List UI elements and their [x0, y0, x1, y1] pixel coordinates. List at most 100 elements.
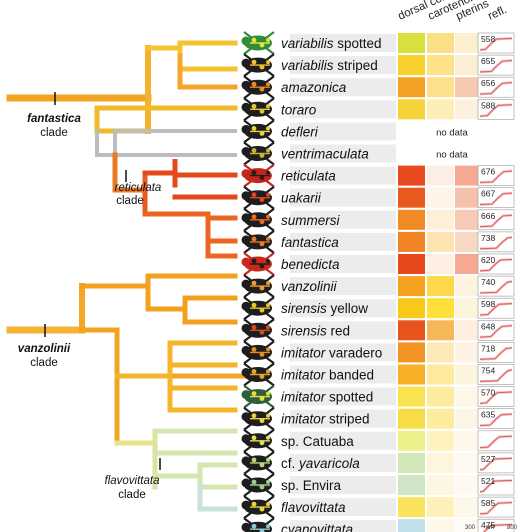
row-background — [290, 78, 396, 97]
taxon-row: imitator striped 635 — [241, 406, 515, 431]
peak-wavelength: 648 — [481, 321, 495, 331]
reflectance-spectrum: 655 — [477, 54, 515, 76]
taxon-label: sp. Catuaba — [281, 434, 354, 449]
reflectance-spectrum: 588 — [477, 99, 515, 120]
taxon-row: flavovittata 585 — [241, 495, 515, 519]
carotenoids-cell — [427, 320, 454, 341]
peak-wavelength: 754 — [481, 366, 495, 376]
peak-wavelength: 598 — [481, 299, 495, 309]
dorsal-color-cell — [398, 254, 425, 274]
clade-suffix-vanzolinii: clade — [30, 357, 58, 369]
taxon-row: imitator banded 754 — [241, 362, 515, 387]
taxon-suffix: varadero — [325, 345, 382, 360]
clade-name-fantastica: fantastica — [27, 113, 81, 125]
taxon-genus-epithet: variabilis — [281, 36, 334, 51]
clade-name-vanzolinii: vanzolinii — [18, 343, 71, 355]
clade-name-flavovittata: flavovittata — [105, 475, 160, 487]
spectrum-axis-max: 800 — [507, 525, 518, 531]
taxon-label: imitator banded — [281, 368, 374, 383]
row-background — [290, 343, 396, 362]
taxon-suffix: red — [327, 323, 350, 338]
pterins-cell — [455, 55, 482, 76]
branch-flavovittata-lines — [152, 428, 238, 490]
pterins-cell — [455, 276, 482, 297]
frog-icon — [241, 384, 275, 409]
dorsal-color-cell — [398, 430, 425, 451]
taxon-row: reticulata 676 — [241, 163, 515, 188]
frog-icon — [241, 252, 275, 276]
pterins-cell — [455, 165, 482, 186]
taxon-label: amazonica — [281, 80, 347, 95]
reflectance-spectrum: 666 — [477, 209, 515, 231]
taxon-genus-epithet: imitator — [281, 345, 326, 360]
peak-wavelength: 655 — [481, 56, 495, 66]
dorsal-color-cell — [398, 364, 425, 385]
reflectance-spectrum: 656 — [477, 76, 515, 98]
taxon-suffix: banded — [325, 368, 374, 383]
reflectance-spectrum: 475 — [477, 518, 515, 532]
dorsal-color-cell — [398, 342, 425, 363]
peak-wavelength: 527 — [481, 454, 495, 464]
pterins-cell — [455, 408, 482, 429]
taxon-genus-epithet: cyanovittata — [281, 522, 354, 532]
peak-wavelength: 585 — [481, 498, 495, 508]
row-background — [290, 210, 396, 229]
taxon-suffix: Envira — [303, 478, 342, 493]
row-background — [290, 321, 396, 340]
dorsal-color-cell — [398, 408, 425, 429]
frog-icon — [241, 318, 275, 343]
taxon-row: cyanovittata 475 — [241, 517, 515, 532]
pterins-cell — [455, 33, 482, 53]
dorsal-color-cell — [398, 33, 425, 53]
taxon-row: benedicta 620 — [241, 252, 515, 276]
reflectance-spectrum: 648 — [477, 319, 515, 341]
frog-icon — [241, 274, 275, 298]
row-background — [290, 409, 396, 428]
taxon-label: flavovittata — [281, 500, 346, 515]
taxon-label: uakarii — [281, 191, 322, 206]
carotenoids-cell — [427, 33, 454, 53]
reflectance-spectrum: 718 — [477, 342, 515, 363]
pterins-cell — [455, 364, 482, 385]
carotenoids-cell — [427, 165, 454, 186]
pterins-cell — [455, 519, 482, 532]
peak-wavelength: 740 — [481, 277, 495, 287]
clade-suffix-flavovittata: clade — [118, 489, 146, 501]
carotenoids-cell — [427, 231, 454, 252]
reflectance-spectrum: 558 — [477, 32, 515, 54]
taxon-genus-epithet: amazonica — [281, 80, 347, 95]
taxon-genus-epithet: imitator — [281, 412, 326, 427]
peak-wavelength: 570 — [481, 388, 495, 398]
frog-icon — [241, 451, 275, 475]
taxon-label: benedicta — [281, 257, 340, 272]
taxon-suffix: striped — [334, 58, 378, 73]
taxon-label: defleri — [281, 124, 319, 139]
row-background — [290, 144, 396, 163]
taxon-row: imitator spotted 570 — [241, 384, 515, 409]
frog-icon — [241, 119, 275, 144]
taxon-genus-epithet: vanzolinii — [281, 279, 338, 294]
peak-wavelength: 588 — [481, 100, 495, 110]
clade-labels: fantastica clade reticulata clade vanzol… — [18, 92, 162, 501]
taxon-suffix: spotted — [325, 390, 373, 405]
frog-icon — [241, 75, 275, 100]
peak-wavelength: 666 — [481, 211, 495, 221]
taxon-label: variabilis spotted — [281, 36, 382, 51]
dorsal-color-cell — [398, 77, 425, 98]
peak-wavelength: 558 — [481, 34, 495, 44]
clade-name-reticulata: reticulata — [115, 182, 162, 194]
row-background — [290, 166, 396, 185]
branch-summersi-group — [142, 211, 238, 259]
taxon-genus-epithet: summersi — [281, 213, 341, 228]
carotenoids-cell — [427, 364, 454, 385]
taxon-genus-epithet: yavaricola — [298, 456, 360, 471]
branch-vanzolinii-sirensis — [79, 273, 238, 325]
row-background — [290, 56, 396, 75]
taxon-genus-epithet: ventrimaculata — [281, 147, 369, 162]
taxon-label: ventrimaculata — [281, 147, 369, 162]
svg-text:vanzolinii: vanzolinii — [18, 343, 71, 355]
taxon-suffix: Catuaba — [303, 434, 355, 449]
taxon-genus-epithet: defleri — [281, 124, 319, 139]
frog-icon — [241, 141, 275, 166]
